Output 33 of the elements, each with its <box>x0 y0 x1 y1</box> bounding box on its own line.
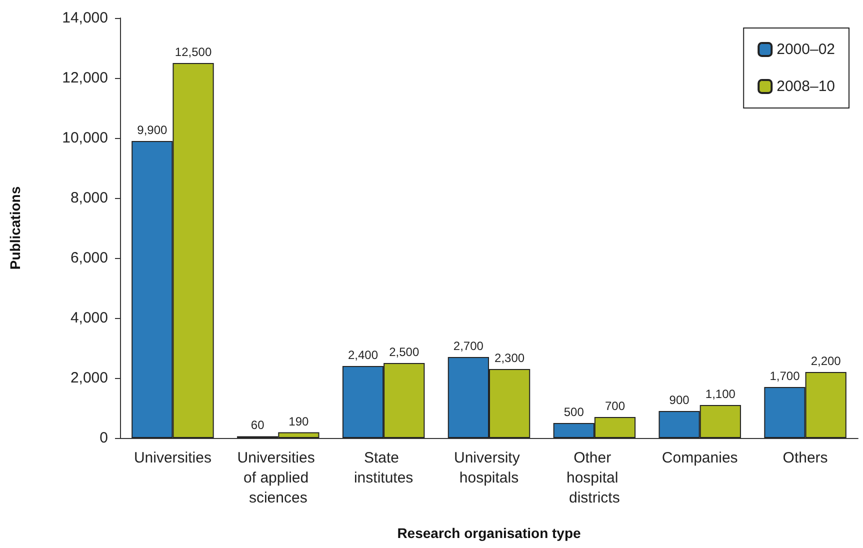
data-label: 2,400 <box>348 348 378 362</box>
data-label: 2,500 <box>389 345 420 359</box>
data-label: 2,300 <box>494 351 525 365</box>
x-tick-label: University hospitals <box>454 450 524 486</box>
data-label: 2,200 <box>810 354 842 368</box>
y-tick-label: 8,000 <box>70 190 108 206</box>
data-label: 900 <box>669 393 690 407</box>
x-tick-label: Other hospital districts <box>566 450 622 506</box>
data-label: 9,900 <box>137 123 168 137</box>
data-label: 2,700 <box>453 339 484 353</box>
x-axis-title: Research organisation type <box>397 525 582 541</box>
data-label: 60 <box>250 418 265 432</box>
legend-label: 2008–10 <box>776 78 836 95</box>
data-label: 190 <box>288 414 310 428</box>
y-axis-title: Publications <box>7 186 23 270</box>
data-label: 1,700 <box>770 369 800 383</box>
x-tick-label: Companies <box>662 450 738 466</box>
x-tick-label: State institutes <box>354 450 414 486</box>
y-tick-label: 4,000 <box>70 310 108 326</box>
data-label: 1,100 <box>705 387 736 401</box>
y-tick-label: 2,000 <box>70 370 108 386</box>
x-tick-label: Universities <box>134 450 212 466</box>
y-tick-label: 12,000 <box>62 70 108 86</box>
y-tick-label: 10,000 <box>62 130 108 146</box>
legend-label: 2000–02 <box>776 41 836 58</box>
data-label: 12,500 <box>174 45 212 59</box>
data-label: 700 <box>604 399 626 413</box>
y-tick-label: 0 <box>100 430 108 446</box>
x-tick-label: Universities of applied sciences <box>237 450 319 506</box>
x-tick-label: Others <box>782 450 828 466</box>
y-tick-label: 6,000 <box>70 250 108 266</box>
y-tick-label: 14,000 <box>62 10 108 26</box>
data-label: 500 <box>564 405 584 419</box>
